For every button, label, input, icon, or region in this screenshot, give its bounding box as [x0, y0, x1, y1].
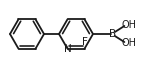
Text: OH: OH	[121, 38, 136, 48]
Text: OH: OH	[121, 20, 136, 30]
Text: N: N	[64, 44, 71, 54]
Text: B: B	[109, 29, 116, 39]
Text: F: F	[82, 37, 87, 47]
